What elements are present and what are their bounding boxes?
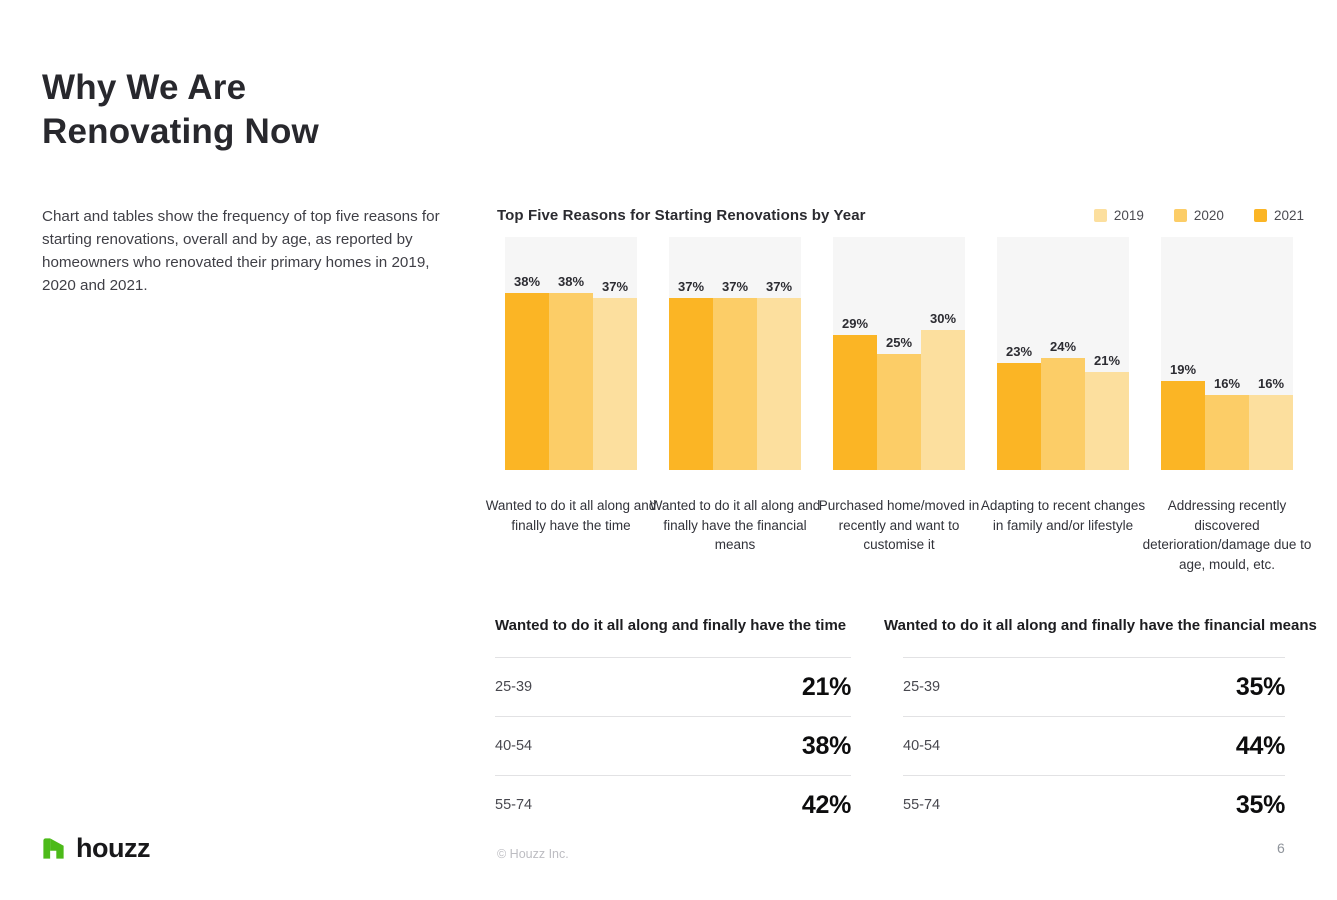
bar-2019: 37%: [593, 279, 637, 470]
houzz-logo: houzz: [40, 833, 150, 864]
bar-group-5-band: 19% 16% 16%: [1161, 237, 1293, 470]
bar-value-label: 25%: [885, 334, 913, 350]
age-range-value: 38%: [801, 731, 851, 760]
age-table-time: Wanted to do it all along and finally ha…: [495, 617, 851, 834]
category-label-4: Adapting to recent changes in family and…: [980, 498, 1146, 533]
chart-legend: 2019 2020 2021: [1093, 207, 1304, 223]
bar-2020: 24%: [1041, 339, 1085, 470]
bar-value-label: 29%: [841, 315, 869, 331]
bar-2021: 38%: [505, 274, 549, 470]
age-table-time-title: Wanted to do it all along and finally ha…: [495, 617, 847, 634]
bar-2021: 29%: [833, 316, 877, 470]
bar-group-4: 23% 24% 21% Adapting to recent changes in …: [981, 237, 1145, 574]
bar-value-label: 16%: [1257, 376, 1285, 392]
bar-value-label: 21%: [1093, 353, 1121, 369]
legend-label-2021: 2021: [1273, 207, 1304, 223]
table-row: 40-54 38%: [495, 716, 851, 775]
bar-value-label: 16%: [1213, 376, 1241, 392]
chart-header: Top Five Reasons for Starting Renovation…: [497, 204, 1304, 226]
bar-2021: 37%: [669, 279, 713, 470]
page-title-line1: Why We Are: [42, 68, 247, 107]
age-range-label: 25-39: [495, 679, 533, 695]
age-range-value: 42%: [801, 790, 851, 819]
page-title: Why We Are Renovating Now: [42, 66, 319, 154]
bar-2020: 25%: [877, 335, 921, 470]
age-table-financial-means-rows: 25-39 35% 40-54 44% 55-74 35%: [903, 657, 1285, 834]
age-table-financial-means-title: Wanted to do it all along and finally ha…: [884, 617, 1317, 634]
bar-2019: 16%: [1249, 376, 1293, 470]
bar-2019: 21%: [1085, 353, 1129, 470]
bar-group-3: 29% 25% 30% Purchased home/moved in recent…: [819, 237, 979, 574]
houzz-house-icon: [40, 835, 67, 862]
bar-group-2: 37% 37% 37% Wanted to do it all along and …: [650, 237, 820, 574]
age-range-value: 21%: [801, 672, 851, 701]
bar-2019: 30%: [921, 311, 965, 470]
legend-swatch-2021: [1253, 208, 1267, 222]
legend-item-2021: 2021: [1253, 207, 1304, 223]
bar-2021: 23%: [997, 344, 1041, 470]
category-label-1: Wanted to do it all along and finally ha…: [485, 498, 657, 533]
bar-group-1: 38% 38% 37% Wanted to do it all along and …: [486, 237, 656, 574]
bar-value-label: 19%: [1169, 362, 1197, 378]
legend-label-2020: 2020: [1193, 207, 1224, 223]
table-row: 55-74 42%: [495, 775, 851, 834]
table-row: 40-54 44%: [903, 716, 1285, 775]
bar-value-label: 38%: [557, 273, 585, 289]
age-range-label: 55-74: [495, 797, 533, 813]
legend-label-2019: 2019: [1113, 207, 1144, 223]
legend-swatch-2019: [1093, 208, 1107, 222]
age-range-value: 44%: [1235, 731, 1285, 760]
bar-value-label: 37%: [765, 278, 793, 294]
page-number: 6: [1277, 840, 1285, 856]
grouped-bar-chart: 38% 38% 37% Wanted to do it all along and …: [486, 237, 1311, 574]
copyright-text: © Houzz Inc.: [497, 847, 569, 861]
bar-value-label: 37%: [601, 278, 629, 294]
bar-2019: 37%: [757, 279, 801, 470]
bar-2020: 38%: [549, 274, 593, 470]
bar-2021: 19%: [1161, 362, 1205, 470]
houzz-wordmark: houzz: [76, 833, 150, 863]
bar-value-label: 23%: [1005, 343, 1033, 359]
category-label-3: Purchased home/moved in recently and wan…: [818, 498, 980, 552]
bar-group-2-band: 37% 37% 37%: [669, 237, 801, 470]
age-range-value: 35%: [1235, 790, 1285, 819]
bar-value-label: 38%: [513, 273, 541, 289]
bar-value-label: 37%: [677, 278, 705, 294]
chart-title: Top Five Reasons for Starting Renovation…: [497, 206, 866, 224]
age-range-label: 25-39: [903, 679, 941, 695]
legend-item-2020: 2020: [1173, 207, 1224, 223]
bar-value-label: 24%: [1049, 339, 1077, 355]
age-table-financial-means: Wanted to do it all along and finally ha…: [884, 617, 1317, 834]
bar-2020: 37%: [713, 279, 757, 470]
legend-item-2019: 2019: [1093, 207, 1144, 223]
age-range-value: 35%: [1235, 672, 1285, 701]
category-label-2: Wanted to do it all along and finally ha…: [649, 498, 821, 552]
bar-group-3-band: 29% 25% 30%: [833, 237, 965, 470]
age-range-label: 40-54: [495, 738, 533, 754]
table-row: 55-74 35%: [903, 775, 1285, 834]
bar-group-1-band: 38% 38% 37%: [505, 237, 637, 470]
age-range-label: 55-74: [903, 797, 941, 813]
legend-swatch-2020: [1173, 208, 1187, 222]
table-row: 25-39 21%: [495, 657, 851, 716]
bar-2020: 16%: [1205, 376, 1249, 470]
age-table-time-rows: 25-39 21% 40-54 38% 55-74 42%: [495, 657, 851, 834]
category-label-5: Addressing recently discovered deteriora…: [1142, 498, 1312, 572]
bar-value-label: 37%: [721, 278, 749, 294]
bar-group-5: 19% 16% 16% Addressing recently discovered…: [1143, 237, 1311, 574]
age-range-label: 40-54: [903, 738, 941, 754]
page-title-line2: Renovating Now: [42, 112, 319, 151]
bar-group-4-band: 23% 24% 21%: [997, 237, 1129, 470]
page-description: Chart and tables show the frequency of t…: [42, 208, 440, 294]
table-row: 25-39 35%: [903, 657, 1285, 716]
bar-value-label: 30%: [929, 311, 957, 327]
